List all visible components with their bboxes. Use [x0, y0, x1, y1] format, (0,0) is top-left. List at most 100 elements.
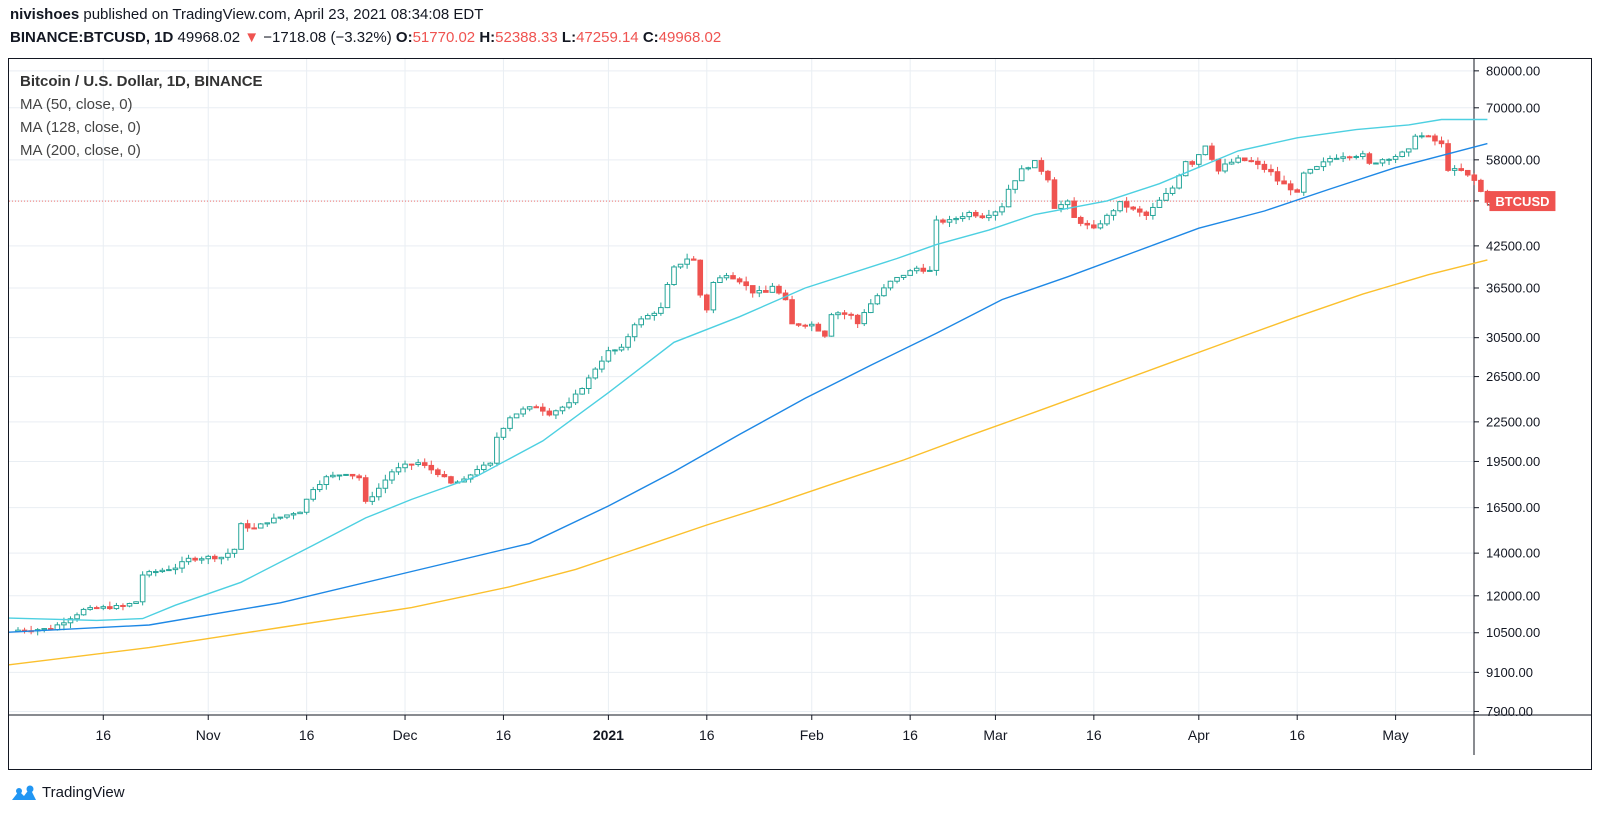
tradingview-brand: TradingView: [42, 784, 125, 801]
x-tick-label: Mar: [983, 727, 1007, 743]
candle-down: [1458, 168, 1465, 171]
candle-up: [205, 555, 212, 560]
candle-up: [992, 211, 999, 216]
tradingview-logo[interactable]: TradingView: [10, 784, 125, 801]
chart-legend: Bitcoin / U.S. Dollar, 1D, BINANCE MA (5…: [20, 70, 263, 162]
candle-up: [946, 219, 953, 223]
candle-up: [80, 608, 87, 616]
symbol-label[interactable]: BINANCE:BTCUSD, 1D: [10, 29, 174, 46]
legend-ma50[interactable]: MA (50, close, 0): [20, 96, 133, 113]
candle-down: [1464, 169, 1471, 176]
candle-up: [323, 476, 330, 486]
candle-up: [166, 569, 172, 572]
candle-up: [61, 622, 67, 626]
candle-up: [231, 548, 238, 554]
candle-down: [795, 323, 802, 326]
candle-up: [927, 269, 933, 272]
publish-info: nivishoes published on TradingView.com, …: [10, 6, 483, 23]
candle-down: [428, 464, 435, 471]
candle-down: [743, 281, 749, 287]
candle-down: [1189, 161, 1196, 165]
candle-up: [1064, 200, 1071, 206]
candle-up: [631, 324, 638, 338]
author-name[interactable]: nivishoes: [10, 6, 80, 23]
candle-up: [953, 218, 959, 221]
candle-up: [513, 413, 520, 419]
candle-down: [1445, 143, 1451, 171]
y-tick-label: 70000.00: [1486, 100, 1540, 115]
candle-down: [736, 278, 743, 283]
candle-down: [1123, 201, 1130, 208]
x-tick-label: Nov: [196, 727, 221, 743]
candle-down: [192, 557, 198, 561]
candle-down: [1438, 140, 1445, 145]
high-label: H:: [479, 29, 496, 46]
candle-down: [421, 462, 428, 466]
candle-up: [1228, 161, 1235, 165]
candle-up: [1032, 160, 1038, 169]
candle-up: [1353, 156, 1360, 159]
candle-up: [1320, 161, 1327, 168]
candle-down: [1274, 171, 1281, 182]
candle-up: [152, 571, 159, 574]
last-price-tag-label: BTCUSD: [1495, 194, 1549, 209]
candle-up: [717, 277, 723, 283]
candle-up: [1314, 166, 1320, 170]
candle-down: [1366, 153, 1373, 164]
candle-up: [1333, 157, 1340, 160]
candle-down: [920, 267, 927, 272]
candle-up: [1005, 188, 1012, 208]
legend-title[interactable]: Bitcoin / U.S. Dollar, 1D, BINANCE: [20, 73, 263, 90]
candle-up: [297, 511, 303, 515]
candle-up: [612, 349, 618, 352]
candle-down: [789, 299, 795, 325]
candle-up: [1399, 151, 1405, 158]
candle-down: [435, 469, 441, 476]
candle-up: [100, 606, 107, 609]
candle-down: [1051, 179, 1058, 209]
candle-down: [1294, 189, 1301, 193]
candle-down: [940, 219, 946, 223]
y-tick-label: 9100.00: [1486, 665, 1533, 680]
candle-down: [763, 290, 769, 293]
candle-down: [448, 476, 454, 484]
candle-up: [67, 618, 74, 624]
candle-up: [87, 607, 93, 610]
y-tick-label: 80000.00: [1486, 63, 1540, 78]
candle-up: [1222, 163, 1228, 172]
candle-up: [1012, 180, 1018, 190]
candle-down: [1209, 145, 1215, 160]
chart-frame: [8, 58, 1592, 770]
candle-down: [854, 314, 861, 325]
candle-up: [1360, 153, 1366, 158]
candle-up: [402, 463, 408, 469]
candle-up: [264, 522, 271, 525]
candle-up: [1097, 223, 1104, 229]
candle-down: [1484, 190, 1491, 203]
candle-up: [1196, 154, 1202, 165]
candle-down: [1077, 216, 1084, 224]
candle-up: [1419, 135, 1425, 138]
candle-down: [1432, 135, 1438, 142]
candle-up: [553, 410, 559, 416]
legend-ma200[interactable]: MA (200, close, 0): [20, 142, 141, 159]
candle-up: [566, 402, 572, 408]
candle-up: [225, 552, 231, 558]
candle-down: [822, 330, 828, 337]
candle-down: [802, 324, 809, 327]
candle-up: [999, 206, 1005, 213]
candle-up: [1451, 168, 1458, 171]
candle-up: [1058, 204, 1064, 209]
ma50-line: [8, 118, 1488, 622]
candle-up: [507, 417, 513, 429]
candle-down: [93, 607, 100, 610]
ma128-line: [8, 142, 1488, 633]
candle-up: [159, 569, 166, 573]
legend-ma128[interactable]: MA (128, close, 0): [20, 119, 141, 136]
close-label: C:: [642, 29, 659, 46]
candle-up: [618, 346, 625, 351]
candle-down: [441, 474, 448, 478]
candle-up: [1386, 158, 1392, 161]
candle-down: [120, 605, 126, 608]
